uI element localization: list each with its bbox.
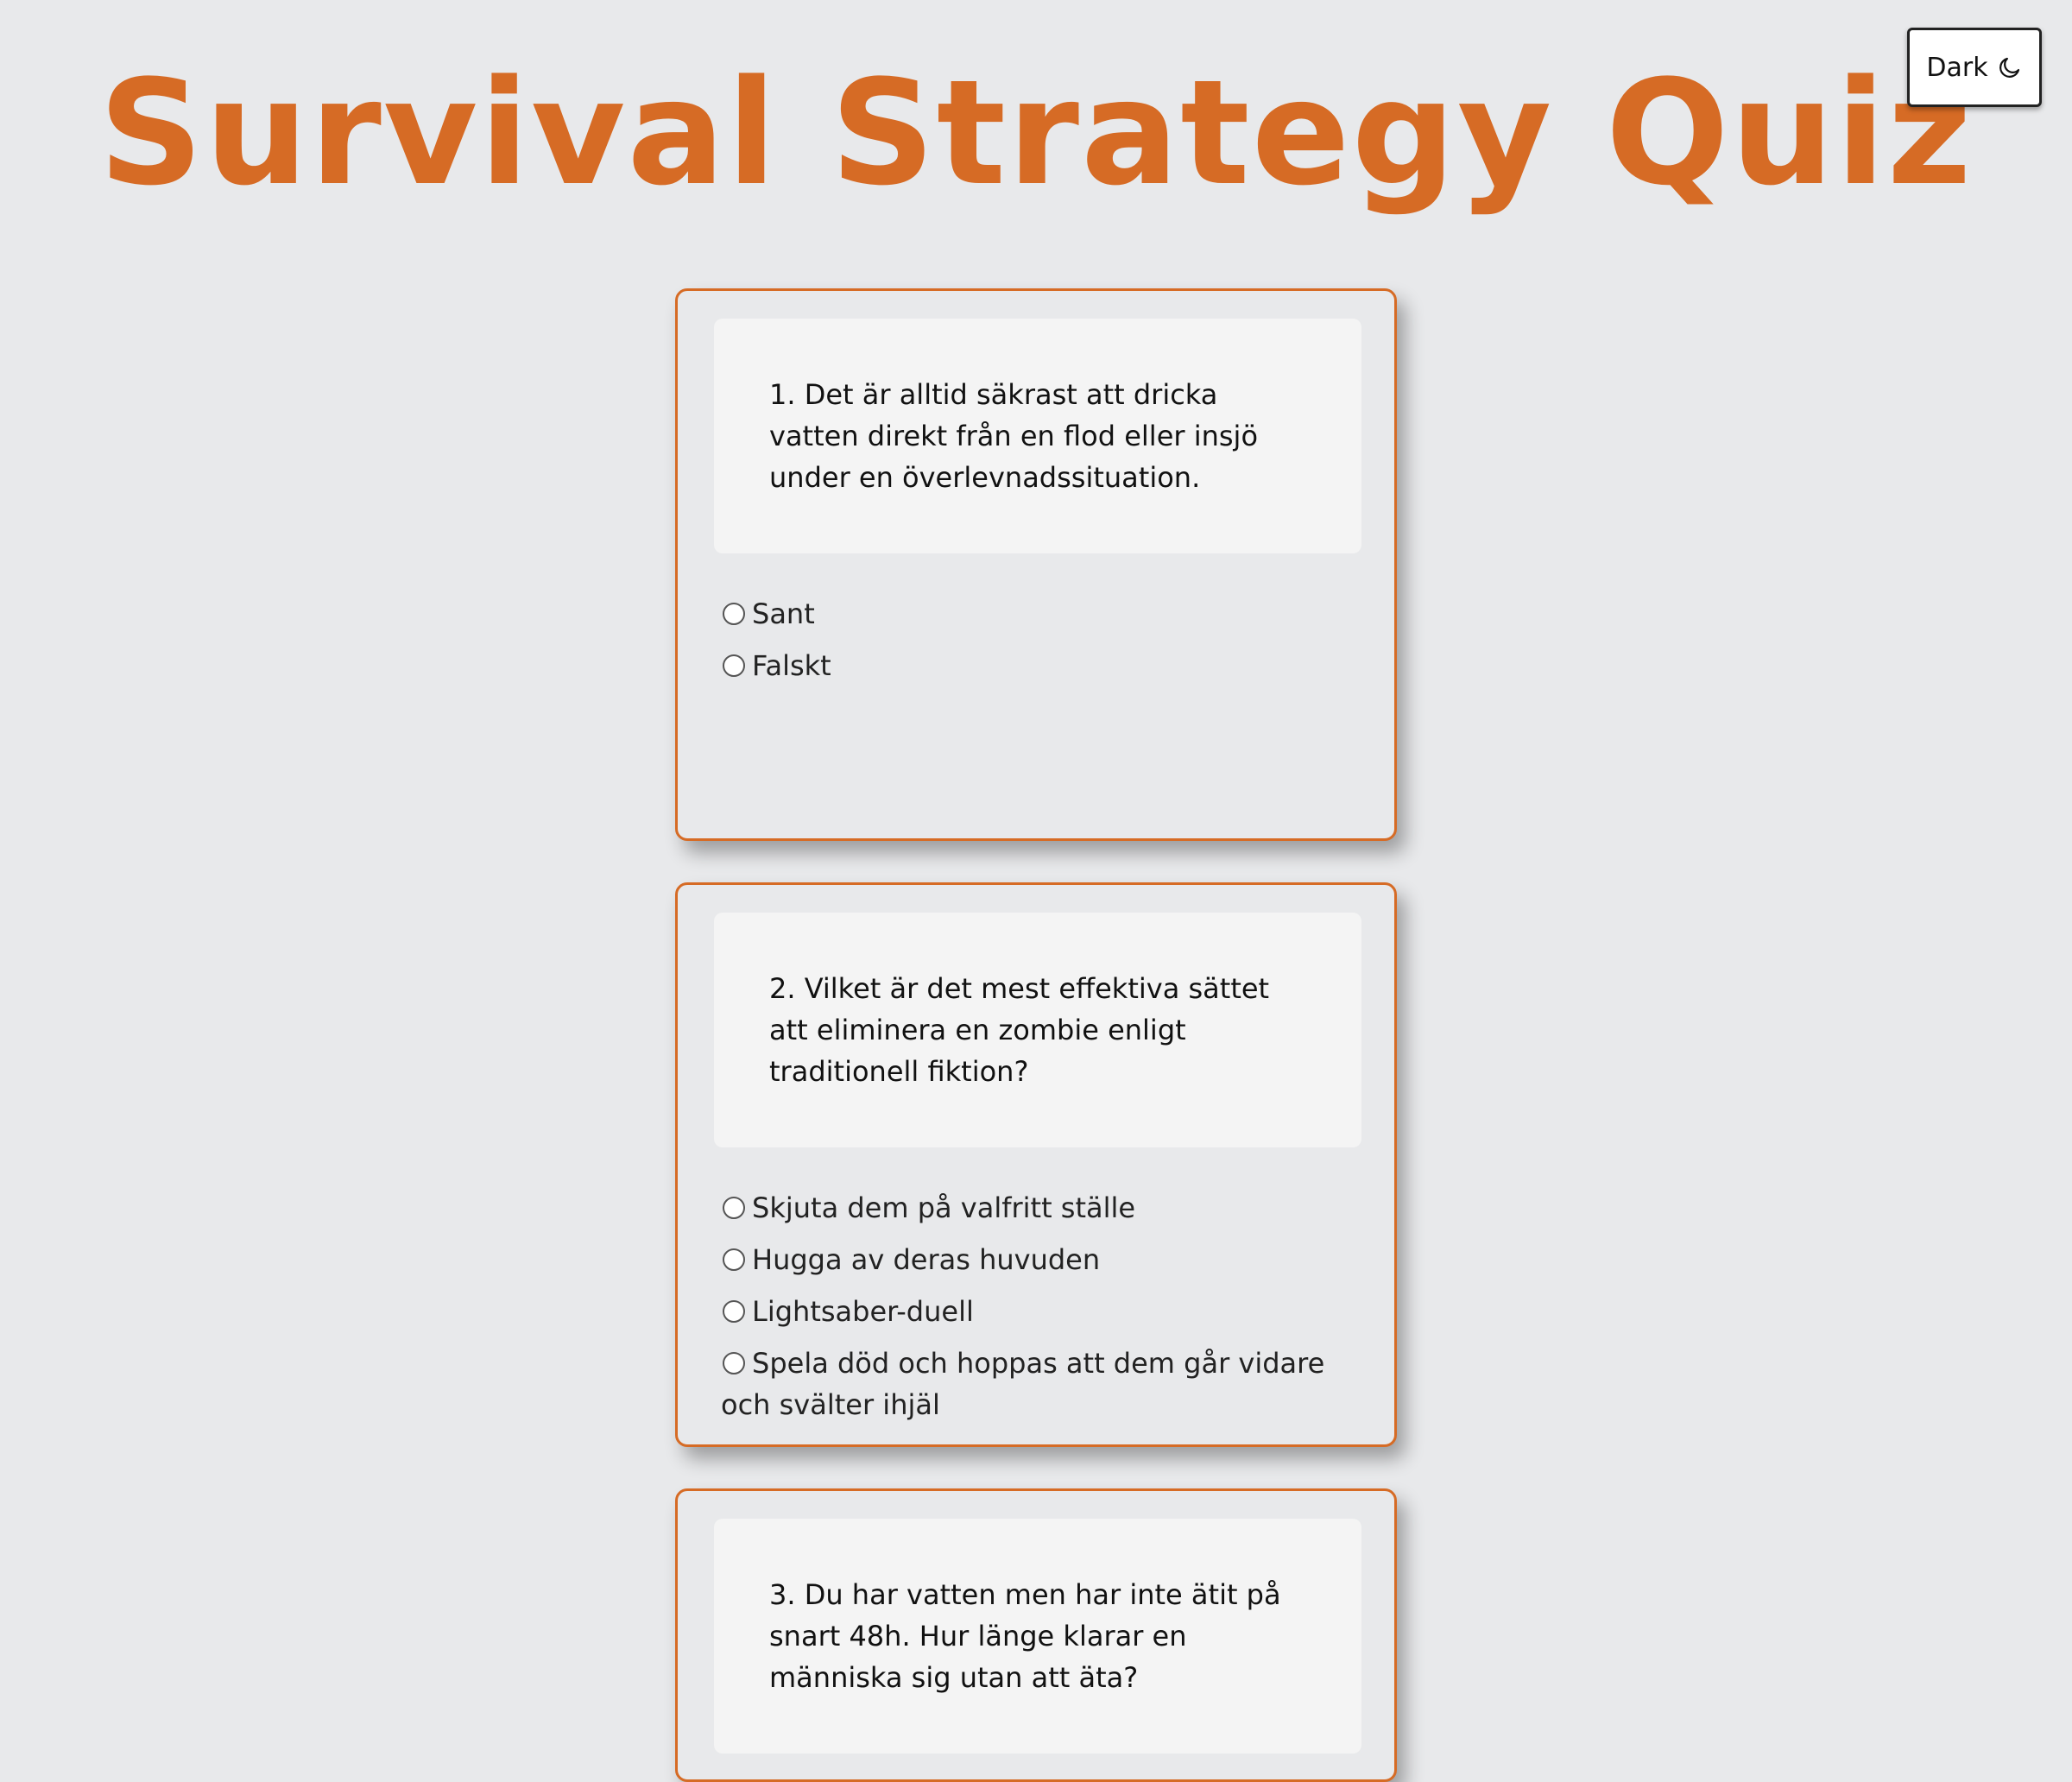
dark-mode-toggle-button[interactable]: Dark [1907, 28, 2042, 107]
moon-icon [1999, 57, 2019, 78]
radio-circle-icon[interactable] [723, 1300, 745, 1323]
answer-option-label: Falskt [752, 649, 831, 682]
question-text: 1. Det är alltid säkrast att dricka vatt… [769, 378, 1259, 494]
radio-circle-icon[interactable] [723, 1248, 745, 1271]
dark-mode-toggle-label: Dark [1926, 52, 1988, 83]
answer-option-label: Spela död och hoppas att dem går vidare … [721, 1347, 1325, 1421]
radio-circle-icon[interactable] [723, 1197, 745, 1219]
radio-circle-icon[interactable] [723, 603, 745, 625]
question-card-2: 2. Vilket är det mest effektiva sättet a… [675, 882, 1397, 1447]
answer-option-label: Hugga av deras huvuden [752, 1243, 1101, 1276]
answer-option-label: Skjuta dem på valfritt ställe [752, 1191, 1136, 1224]
answer-option[interactable]: Hugga av deras huvuden [721, 1239, 1360, 1280]
page-title: Survival Strategy Quiz [98, 48, 1974, 218]
question-text-box: 2. Vilket är det mest effektiva sättet a… [714, 913, 1361, 1147]
answer-option[interactable]: Skjuta dem på valfritt ställe [721, 1187, 1360, 1229]
question-text: 2. Vilket är det mest effektiva sättet a… [769, 972, 1270, 1088]
answer-option-label: Lightsaber-duell [752, 1295, 974, 1328]
answer-options: Sant Falskt [721, 593, 1360, 697]
question-text: 3. Du har vatten men har inte ätit på sn… [769, 1578, 1281, 1694]
question-card-1: 1. Det är alltid säkrast att dricka vatt… [675, 288, 1397, 841]
answer-option[interactable]: Sant [721, 593, 1360, 635]
question-card-3: 3. Du har vatten men har inte ätit på sn… [675, 1488, 1397, 1782]
radio-circle-icon[interactable] [723, 1352, 745, 1374]
answer-option[interactable]: Falskt [721, 645, 1360, 686]
answer-options: Skjuta dem på valfritt ställe Hugga av d… [721, 1187, 1360, 1436]
question-text-box: 1. Det är alltid säkrast att dricka vatt… [714, 319, 1361, 553]
answer-option-label: Sant [752, 597, 815, 630]
radio-circle-icon[interactable] [723, 654, 745, 677]
answer-option[interactable]: Lightsaber-duell [721, 1291, 1360, 1332]
question-text-box: 3. Du har vatten men har inte ätit på sn… [714, 1519, 1361, 1754]
answer-option[interactable]: Spela död och hoppas att dem går vidare … [721, 1343, 1360, 1425]
